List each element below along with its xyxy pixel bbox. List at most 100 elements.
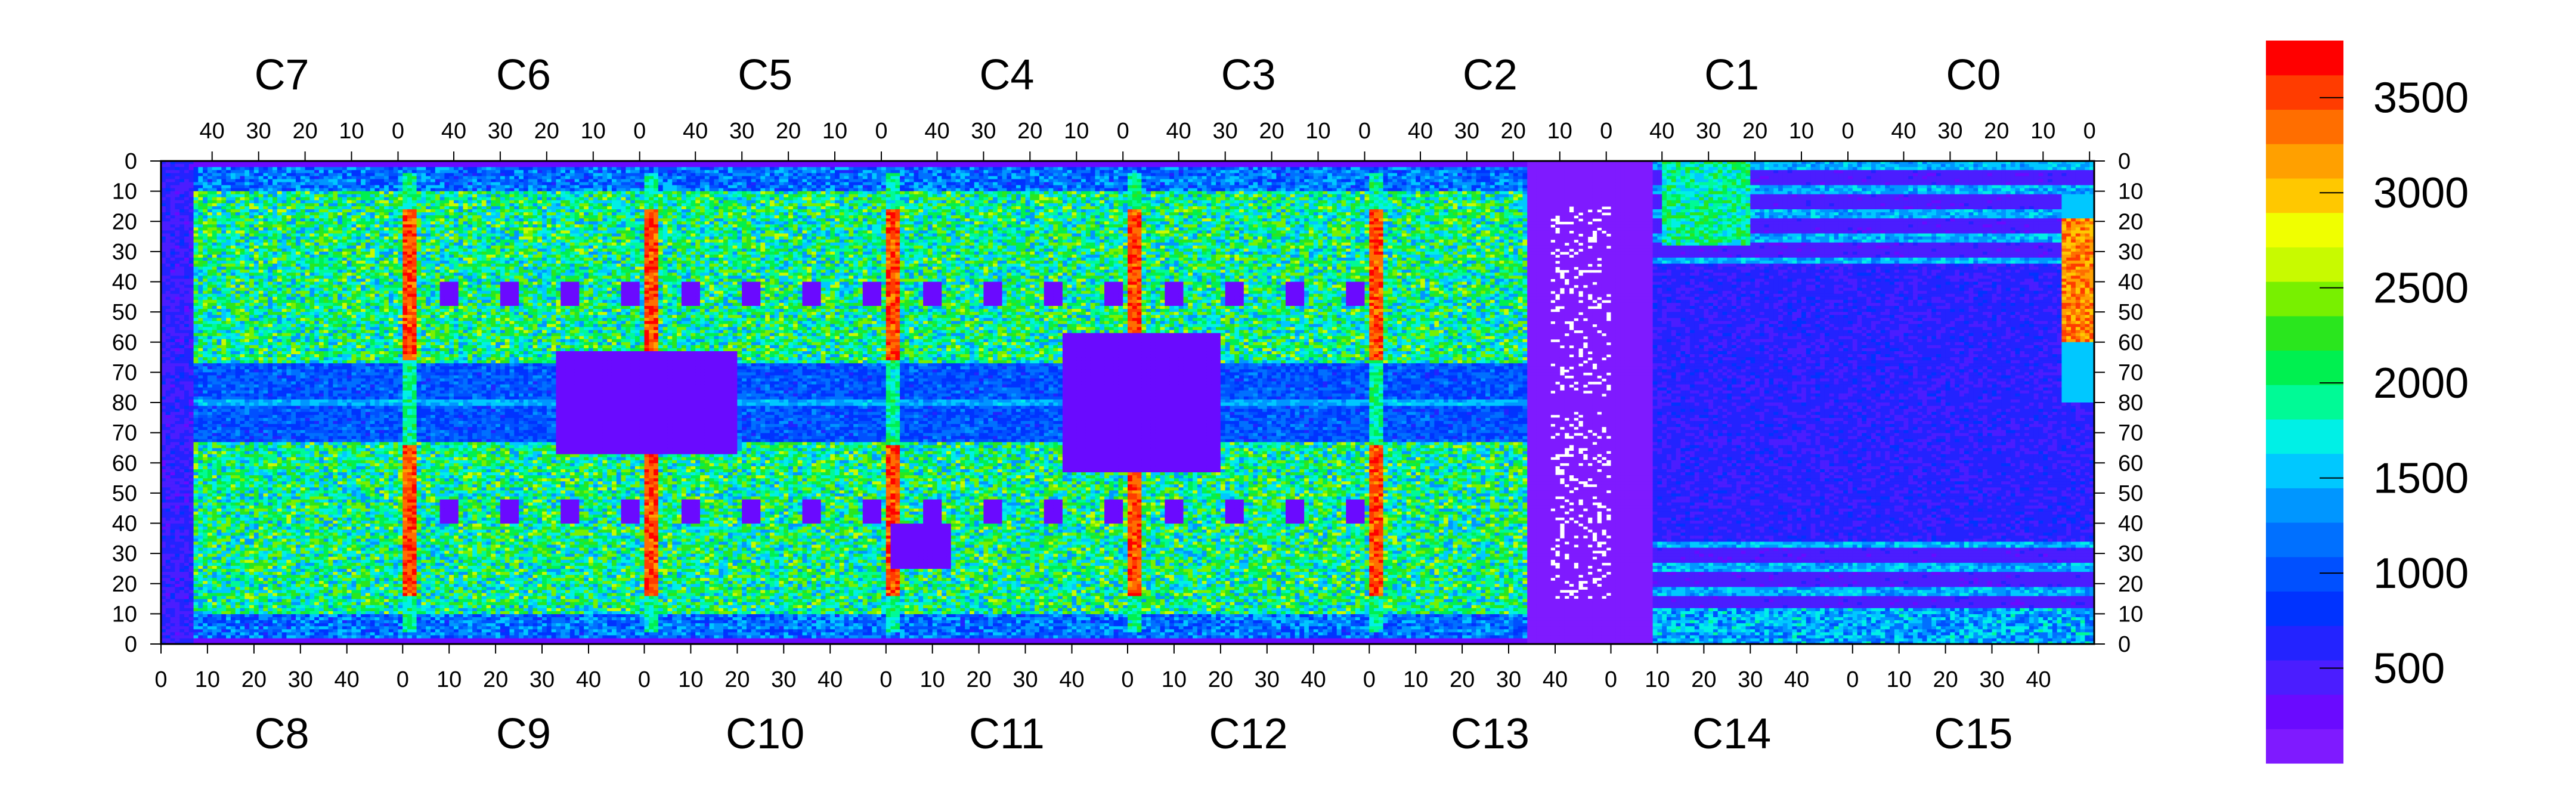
y-tick-label-right: 10 [2118,179,2143,205]
x-tick-label-top: 20 [1742,119,1767,144]
x-tick-label-top: 40 [1649,119,1674,144]
x-tick-label-top: 40 [1891,119,1916,144]
y-tick-label-left: 20 [112,209,137,234]
color-scale-segment [2266,178,2343,213]
x-tick-label-bottom: 20 [483,667,508,692]
color-scale-label: 1000 [2373,550,2469,597]
x-tick-label-bottom: 40 [1301,667,1326,692]
chip-label-bottom: C14 [1692,710,1771,758]
y-tick-label-left: 50 [112,481,137,506]
color-scale-segment [2266,75,2343,110]
y-tick-label-right: 60 [2118,451,2143,476]
color-scale-segment [2266,350,2343,385]
x-tick-label-top: 10 [339,119,364,144]
x-tick-label-bottom: 10 [1162,667,1187,692]
x-tick-label-bottom: 0 [1363,667,1376,692]
color-scale-segment [2266,454,2343,488]
x-tick-label-top: 10 [1789,119,1814,144]
x-tick-label-bottom: 30 [1255,667,1280,692]
x-tick-label-bottom: 20 [1691,667,1716,692]
x-tick-label-top: 40 [683,119,708,144]
y-tick-label-left: 40 [112,512,137,537]
x-tick-label-bottom: 0 [1121,667,1134,692]
y-tick-label-right: 50 [2118,300,2143,325]
color-scale-segment [2266,729,2343,763]
y-tick-label-left: 0 [125,149,137,174]
y-tick-label-right: 40 [2118,270,2143,295]
x-tick-label-top: 0 [2083,119,2096,144]
y-tick-label-right: 70 [2118,421,2143,446]
x-tick-label-top: 0 [1841,119,1854,144]
color-scale-label: 3000 [2373,169,2469,217]
x-tick-label-bottom: 30 [288,667,313,692]
x-tick-label-bottom: 40 [576,667,601,692]
x-tick-label-top: 20 [1984,119,2009,144]
y-tick-label-left: 60 [112,330,137,355]
y-tick-label-left: 80 [112,391,137,416]
y-tick-label-left: 60 [112,451,137,476]
chip-label-top: C7 [255,51,309,99]
x-tick-label-top: 30 [1454,119,1479,144]
chip-label-bottom: C15 [1934,710,2012,758]
x-tick-label-bottom: 30 [1979,667,2004,692]
color-scale-segment [2266,144,2343,178]
x-tick-label-top: 20 [776,119,801,144]
x-tick-label-top: 30 [488,119,513,144]
color-scale-segment [2266,660,2343,695]
color-scale-segment [2266,522,2343,557]
x-tick-label-top: 30 [1213,119,1238,144]
color-scale-segment [2266,109,2343,144]
x-tick-label-top: 20 [534,119,559,144]
x-tick-label-top: 30 [1696,119,1721,144]
x-tick-label-top: 10 [822,119,847,144]
color-scale-segment [2266,419,2343,454]
x-tick-label-bottom: 10 [1645,667,1670,692]
chip-label-bottom: C9 [496,710,551,758]
y-tick-label-right: 30 [2118,240,2143,265]
x-tick-label-bottom: 20 [1208,667,1233,692]
y-tick-label-left: 40 [112,270,137,295]
chip-label-top: C4 [979,51,1034,99]
x-tick-label-top: 0 [633,119,646,144]
x-tick-label-top: 20 [1259,119,1284,144]
chip-label-top: C1 [1704,51,1759,99]
chip-label-top: C2 [1463,51,1518,99]
x-tick-label-bottom: 20 [242,667,267,692]
color-scale-segment [2266,41,2343,75]
y-tick-label-left: 10 [112,602,137,627]
chip-label-top: C5 [738,51,792,99]
y-tick-label-right: 0 [2118,632,2131,657]
y-tick-label-right: 70 [2118,360,2143,385]
x-tick-label-bottom: 20 [1933,667,1958,692]
y-tick-label-left: 30 [112,541,137,566]
x-tick-label-top: 0 [1358,119,1371,144]
x-tick-label-bottom: 40 [818,667,843,692]
y-tick-label-left: 50 [112,300,137,325]
x-tick-label-top: 10 [581,119,606,144]
x-tick-label-top: 40 [1166,119,1191,144]
x-tick-label-bottom: 0 [1605,667,1617,692]
y-tick-label-left: 70 [112,360,137,385]
chip-label-top: C0 [1946,51,2001,99]
x-tick-label-bottom: 0 [397,667,409,692]
x-tick-label-top: 10 [1547,119,1572,144]
x-tick-label-bottom: 10 [920,667,945,692]
x-tick-label-bottom: 30 [771,667,796,692]
x-tick-label-bottom: 30 [1013,667,1038,692]
x-tick-label-bottom: 10 [195,667,220,692]
x-tick-label-bottom: 30 [530,667,555,692]
x-tick-label-top: 10 [1305,119,1330,144]
color-scale-segment [2266,316,2343,351]
color-scale-label: 2500 [2373,265,2469,312]
x-tick-label-top: 20 [1017,119,1042,144]
y-tick-label-right: 10 [2118,602,2143,627]
y-tick-label-left: 30 [112,240,137,265]
chip-label-top: C3 [1221,51,1276,99]
y-tick-label-right: 20 [2118,209,2143,234]
x-tick-label-bottom: 20 [1450,667,1475,692]
x-tick-label-top: 30 [246,119,271,144]
x-tick-label-top: 40 [1408,119,1433,144]
color-scale-segment [2266,488,2343,522]
